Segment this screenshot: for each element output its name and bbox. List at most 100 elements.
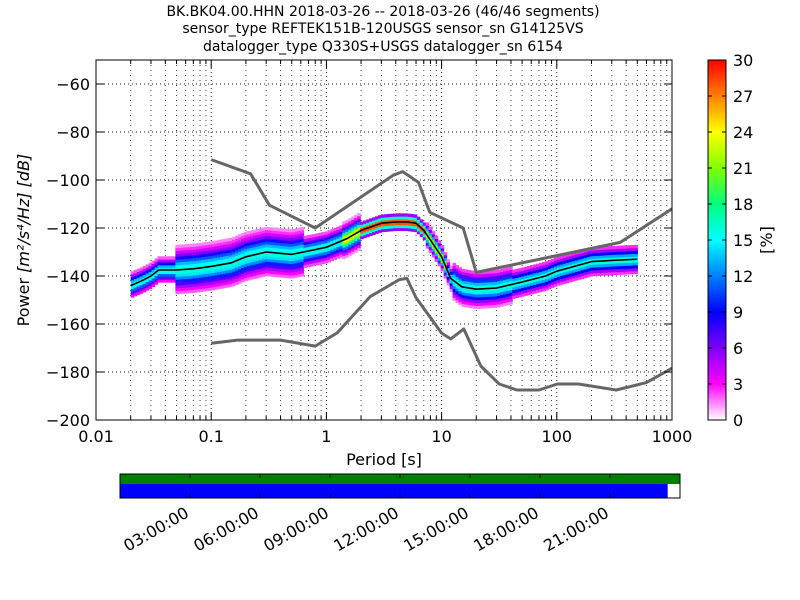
histogram-cell — [503, 288, 507, 292]
histogram-cell — [303, 256, 308, 260]
histogram-cell — [300, 229, 305, 234]
histogram-cell — [509, 286, 513, 291]
histogram-cell — [157, 262, 162, 266]
histogram-cell — [613, 263, 618, 267]
histogram-cell — [601, 260, 606, 265]
histogram-cell — [148, 271, 153, 275]
histogram-cell — [434, 258, 439, 262]
histogram-cell — [237, 268, 242, 273]
histogram-cell — [258, 254, 263, 258]
histogram-cell — [449, 280, 454, 284]
histogram-cell — [294, 239, 299, 244]
histogram-cell — [583, 274, 588, 279]
histogram-cell — [169, 276, 173, 280]
histogram-cell — [193, 286, 197, 290]
histogram-cell — [401, 227, 406, 232]
histogram-cell — [470, 276, 475, 280]
histogram-cell — [288, 257, 293, 262]
histogram-cell — [214, 286, 218, 290]
histogram-cell — [351, 239, 355, 243]
histogram-cell — [208, 287, 212, 291]
histogram-cell — [398, 227, 403, 232]
histogram-cell — [190, 286, 194, 291]
histogram-cell — [196, 271, 200, 276]
histogram-cell — [625, 265, 629, 269]
histogram-cell — [196, 263, 200, 267]
histogram-cell — [410, 219, 415, 224]
histogram-cell — [321, 237, 325, 242]
histogram-cell — [413, 214, 418, 218]
histogram-cell — [243, 266, 248, 270]
histogram-cell — [258, 231, 263, 235]
histogram-cell — [232, 277, 236, 281]
histogram-cell — [583, 254, 588, 258]
histogram-cell — [461, 292, 466, 296]
histogram-cell — [503, 294, 507, 298]
histogram-cell — [273, 236, 278, 240]
histogram-cell — [217, 283, 221, 287]
histogram-cell — [607, 260, 612, 264]
histogram-cell — [181, 247, 185, 251]
histogram-cell — [264, 244, 269, 248]
histogram-cell — [586, 268, 591, 272]
histogram-cell — [166, 262, 171, 266]
histogram-cell — [616, 257, 621, 261]
histogram-cell — [285, 260, 290, 264]
histogram-cell — [196, 274, 200, 278]
histogram-cell — [300, 238, 305, 242]
histogram-cell — [467, 278, 472, 282]
histogram-cell — [178, 279, 182, 283]
histogram-cell — [515, 289, 519, 293]
histogram-cell — [428, 226, 433, 230]
histogram-cell — [470, 305, 475, 309]
histogram-cell — [559, 255, 564, 259]
histogram-cell — [255, 257, 260, 261]
histogram-cell — [163, 256, 168, 260]
histogram-cell — [267, 247, 272, 251]
histogram-cell — [533, 267, 537, 271]
histogram-cell — [157, 259, 162, 263]
histogram-cell — [139, 270, 144, 274]
histogram-cell — [226, 241, 230, 245]
histogram-cell — [223, 241, 227, 245]
histogram-cell — [616, 248, 621, 252]
histogram-cell — [342, 252, 346, 257]
histogram-cell — [544, 272, 549, 277]
histogram-cell — [544, 267, 549, 271]
histogram-cell — [342, 247, 346, 251]
histogram-cell — [500, 288, 504, 293]
histogram-cell — [276, 268, 281, 272]
histogram-cell — [208, 247, 212, 251]
histogram-cell — [321, 232, 325, 236]
histogram-cell — [509, 298, 513, 302]
histogram-cell — [154, 267, 159, 271]
histogram-cell — [196, 243, 200, 247]
histogram-cell — [297, 253, 302, 257]
histogram-cell — [381, 220, 385, 224]
histogram-cell — [306, 252, 311, 256]
histogram-cell — [202, 256, 206, 260]
histogram-cell — [264, 246, 269, 251]
histogram-cell — [211, 255, 215, 259]
histogram-cell — [434, 241, 439, 245]
histogram-cell — [562, 280, 567, 284]
histogram-cell — [533, 275, 537, 280]
ppsd-histogram — [130, 213, 638, 309]
histogram-cell — [178, 247, 182, 251]
histogram-cell — [279, 265, 284, 269]
histogram-cell — [300, 244, 305, 248]
histogram-cell — [580, 252, 585, 256]
histogram-cell — [270, 227, 275, 231]
histogram-cell — [294, 254, 299, 258]
histogram-cell — [622, 248, 626, 252]
histogram-cell — [634, 270, 638, 275]
histogram-cell — [184, 278, 188, 282]
histogram-cell — [610, 269, 615, 273]
histogram-cell — [482, 293, 486, 298]
histogram-cell — [193, 272, 197, 276]
histogram-cell — [443, 257, 448, 262]
histogram-cell — [223, 247, 227, 251]
histogram-cell — [443, 266, 448, 270]
histogram-cell — [255, 246, 260, 250]
histogram-cell — [601, 255, 606, 259]
